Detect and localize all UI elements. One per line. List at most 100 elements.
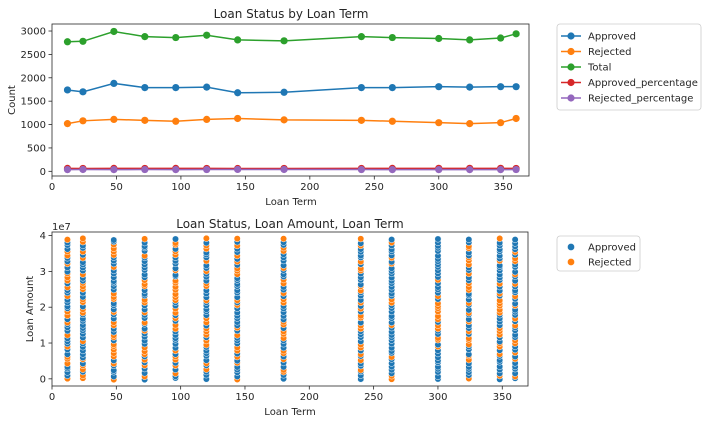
legend-marker: [567, 48, 574, 55]
scatter-column: [64, 236, 70, 381]
line-chart-ytick-label: 2500: [21, 50, 46, 61]
series-line: [67, 31, 516, 41]
data-point: [280, 116, 287, 123]
line-chart-ytick-label: 0: [40, 167, 46, 178]
legend-marker: [567, 63, 574, 70]
data-point: [497, 119, 504, 126]
point-approved: [172, 236, 178, 242]
data-point: [513, 115, 520, 122]
data-point: [358, 166, 365, 173]
line-chart-ytick-label: 1500: [21, 97, 46, 108]
line-chart-xlabel: Loan Term: [265, 197, 316, 208]
data-point: [513, 30, 520, 37]
series-line: [67, 83, 516, 92]
data-point: [203, 166, 210, 173]
data-point: [358, 33, 365, 40]
line-chart-xtick-label: 300: [429, 182, 448, 193]
line-series-approved-percentage: [64, 165, 520, 172]
data-point: [466, 166, 473, 173]
data-point: [203, 116, 210, 123]
scatter-chart-xtick-label: 100: [171, 392, 190, 403]
data-point: [435, 119, 442, 126]
data-point: [435, 83, 442, 90]
scatter-column: [512, 236, 518, 381]
line-chart-xtick-label: 150: [236, 182, 255, 193]
legend-label: Rejected: [588, 47, 632, 58]
data-point: [466, 84, 473, 91]
line-chart-ytick-label: 2000: [21, 73, 46, 84]
data-point: [466, 36, 473, 43]
scatter-column: [358, 236, 364, 383]
line-chart-axes: [52, 24, 529, 176]
scatter-chart-ytick-label: 3: [40, 267, 46, 278]
data-point: [172, 34, 179, 41]
data-point: [234, 166, 241, 173]
data-point: [513, 166, 520, 173]
data-point: [497, 166, 504, 173]
scatter-chart-xtick-label: 50: [110, 392, 123, 403]
scatter-chart-xtick-label: 300: [428, 392, 447, 403]
point-approved: [466, 236, 472, 242]
data-point: [389, 34, 396, 41]
data-point: [358, 117, 365, 124]
line-chart-series: [64, 28, 520, 173]
scatter-column: [203, 235, 209, 382]
line-chart-xtick-label: 200: [300, 182, 319, 193]
data-point: [497, 34, 504, 41]
point-approved: [388, 236, 394, 242]
line-series-rejected-percentage: [64, 166, 520, 173]
data-point: [234, 89, 241, 96]
data-point: [497, 83, 504, 90]
data-point: [389, 84, 396, 91]
scatter-chart-ytick-label: 2: [40, 303, 46, 314]
legend-label: Total: [587, 63, 611, 74]
legend-marker: [567, 32, 574, 39]
scatter-chart-axes: [52, 232, 528, 386]
data-point: [110, 116, 117, 123]
data-point: [141, 84, 148, 91]
line-chart-xtick-label: 350: [494, 182, 513, 193]
scatter-chart-xtick-label: 0: [49, 392, 55, 403]
scatter-chart-ytick-label: 0: [40, 374, 46, 385]
scatter-chart-offset-label: 1e7: [52, 222, 71, 233]
line-series-total: [64, 28, 520, 45]
data-point: [110, 166, 117, 173]
line-chart-xtick-label: 100: [171, 182, 190, 193]
legend-marker: [567, 94, 574, 101]
scatter-column: [435, 236, 441, 382]
point-rejected: [496, 235, 502, 241]
scatter-column: [141, 236, 147, 383]
data-point: [234, 36, 241, 43]
data-point: [141, 33, 148, 40]
line-chart-ytick-label: 500: [27, 143, 46, 154]
legend-marker: [567, 258, 574, 265]
scatter-column: [80, 235, 86, 381]
point-rejected: [234, 235, 240, 241]
line-series-approved: [64, 80, 520, 97]
point-rejected: [358, 236, 364, 242]
data-point: [389, 118, 396, 125]
data-point: [172, 118, 179, 125]
data-point: [435, 35, 442, 42]
point-approved: [111, 237, 117, 243]
scatter-chart-ytick-label: 4: [40, 231, 46, 242]
data-point: [358, 84, 365, 91]
scatter-chart-points: [64, 235, 518, 383]
data-point: [280, 166, 287, 173]
data-point: [513, 83, 520, 90]
scatter-column: [496, 235, 502, 382]
data-point: [110, 28, 117, 35]
scatter-chart: Loan Status, Loan Amount, Loan Term 1e7 …: [25, 217, 528, 418]
point-rejected: [203, 235, 209, 241]
legend-marker: [567, 79, 574, 86]
scatter-chart-ytick-label: 1: [40, 339, 46, 350]
data-point: [79, 166, 86, 173]
data-point: [79, 88, 86, 95]
point-rejected: [280, 236, 286, 242]
line-chart-xtick-label: 0: [49, 182, 55, 193]
line-chart-ytick-label: 3000: [21, 27, 46, 38]
scatter-column: [280, 236, 286, 382]
data-point: [466, 120, 473, 127]
data-point: [79, 38, 86, 45]
